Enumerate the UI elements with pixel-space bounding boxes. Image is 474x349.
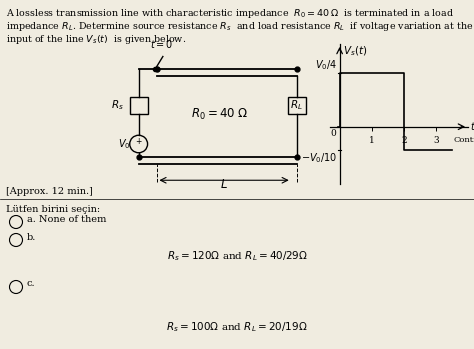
- Text: $t(\mu s)$: $t(\mu s)$: [470, 120, 474, 134]
- Text: $R_s$: $R_s$: [110, 98, 123, 112]
- Text: $V_0$: $V_0$: [118, 137, 131, 151]
- Text: a. None of them: a. None of them: [27, 215, 106, 223]
- Text: $L$: $L$: [220, 178, 228, 191]
- Bar: [130, 97, 147, 114]
- Text: $R_L$: $R_L$: [291, 98, 303, 112]
- Text: $R_s = 120\Omega$ and $R_L = 40/29\Omega$: $R_s = 120\Omega$ and $R_L = 40/29\Omega…: [166, 249, 308, 263]
- Text: $R_0 = 40\ \Omega$: $R_0 = 40\ \Omega$: [191, 106, 249, 121]
- Text: A lossless transmission line with characteristic impedance  $R_0 = 40\,\Omega$  : A lossless transmission line with charac…: [6, 7, 454, 20]
- Text: $V_s(t)$: $V_s(t)$: [343, 44, 367, 58]
- Text: Lütfen birini seçin:: Lütfen birini seçin:: [6, 205, 100, 214]
- Text: 0: 0: [330, 129, 336, 138]
- Text: [Approx. 12 min.]: [Approx. 12 min.]: [6, 187, 93, 196]
- Text: $t = 0$: $t = 0$: [150, 38, 173, 50]
- Bar: [288, 97, 306, 114]
- Text: Continue: Continue: [454, 136, 474, 144]
- Text: input of the line $V_s(t)$  is given below.: input of the line $V_s(t)$ is given belo…: [6, 33, 186, 46]
- Text: $-V_0/10$: $-V_0/10$: [301, 151, 337, 165]
- Text: $R_s = 100\Omega$ and $R_L = 20/19\Omega$: $R_s = 100\Omega$ and $R_L = 20/19\Omega…: [166, 320, 308, 334]
- Text: c.: c.: [27, 280, 36, 289]
- Text: +: +: [136, 137, 142, 146]
- Text: b.: b.: [27, 232, 36, 242]
- Text: $V_0/4$: $V_0/4$: [315, 58, 337, 72]
- Text: impedance $R_L$. Determine source resistance $R_s$  and load resistance $R_L$  i: impedance $R_L$. Determine source resist…: [6, 20, 473, 33]
